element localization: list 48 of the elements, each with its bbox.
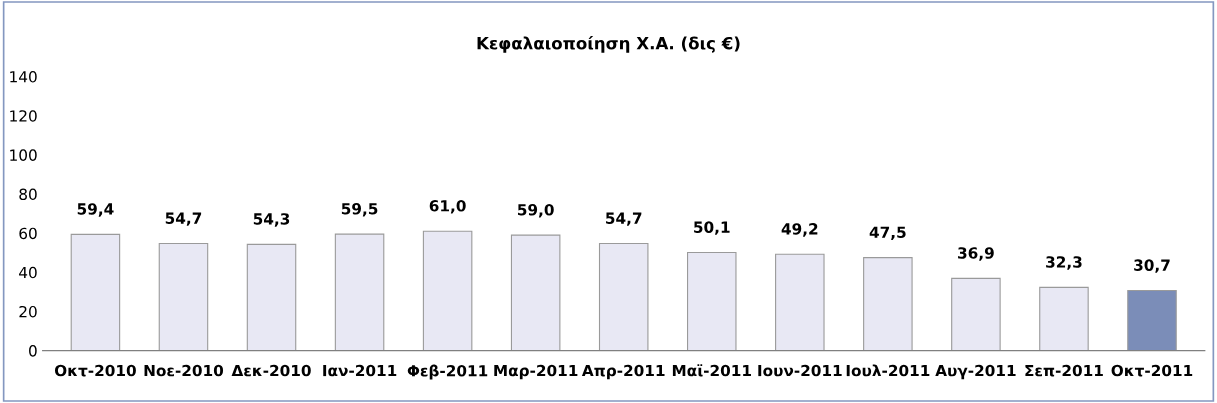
x-tick-label: Φεβ-2011 <box>407 364 488 380</box>
bar <box>70 233 121 351</box>
data-label: 47,5 <box>869 226 906 240</box>
bar <box>598 242 649 351</box>
bar <box>863 257 913 351</box>
y-tick-label: 20 <box>19 305 37 318</box>
x-tick-label: Δεκ-2010 <box>231 364 311 377</box>
y-tick-label: 60 <box>19 227 37 240</box>
bar <box>510 234 561 351</box>
data-label: 61,0 <box>429 200 466 214</box>
x-tick-label: Σεπ-2011 <box>1025 364 1103 377</box>
bar <box>158 242 209 351</box>
x-tick-label: Αυγ-2011 <box>935 364 1016 380</box>
bar <box>334 233 385 351</box>
x-tick-label: Μαϊ-2011 <box>672 364 751 377</box>
y-tick-label: 0 <box>29 345 37 357</box>
bar <box>1127 289 1177 351</box>
y-tick-label: 40 <box>19 266 37 279</box>
data-label: 32,3 <box>1046 256 1082 270</box>
y-tick-label: 80 <box>19 188 37 201</box>
y-tick-label: 140 <box>10 71 37 83</box>
x-tick-label: Ιουλ-2011 <box>846 364 930 377</box>
data-label: 54,7 <box>165 212 202 226</box>
x-tick-label: Οκτ-2010 <box>54 364 136 377</box>
bar <box>775 253 825 351</box>
bar <box>951 277 1001 351</box>
bar <box>246 243 297 351</box>
y-tick-label: 100 <box>10 149 37 161</box>
bar <box>422 230 473 351</box>
data-label: 30,7 <box>1134 259 1170 273</box>
data-label: 59,4 <box>77 203 114 217</box>
x-tick-label: Ιαν-2011 <box>323 364 397 377</box>
y-tick-label: 120 <box>10 110 37 122</box>
x-tick-label: Απρ-2011 <box>581 364 665 380</box>
data-label: 54,7 <box>606 212 642 226</box>
data-label: 59,5 <box>341 202 378 217</box>
data-label: 50,1 <box>694 221 730 235</box>
x-tick-label: Οκτ-2011 <box>1111 364 1193 377</box>
bar <box>686 251 737 351</box>
chart-title: Κεφαλαιοποίηση Χ.Α. (δις €) <box>477 35 740 53</box>
bar <box>1039 286 1089 351</box>
data-label: 59,0 <box>518 203 554 218</box>
data-label: 36,9 <box>958 247 994 261</box>
x-tick-label: Νοε-2010 <box>144 364 224 377</box>
data-label: 49,2 <box>781 223 818 237</box>
x-tick-label: Ιουν-2011 <box>758 364 842 377</box>
data-label: 54,3 <box>253 213 290 227</box>
x-tick-label: Μαρ-2011 <box>494 364 578 380</box>
